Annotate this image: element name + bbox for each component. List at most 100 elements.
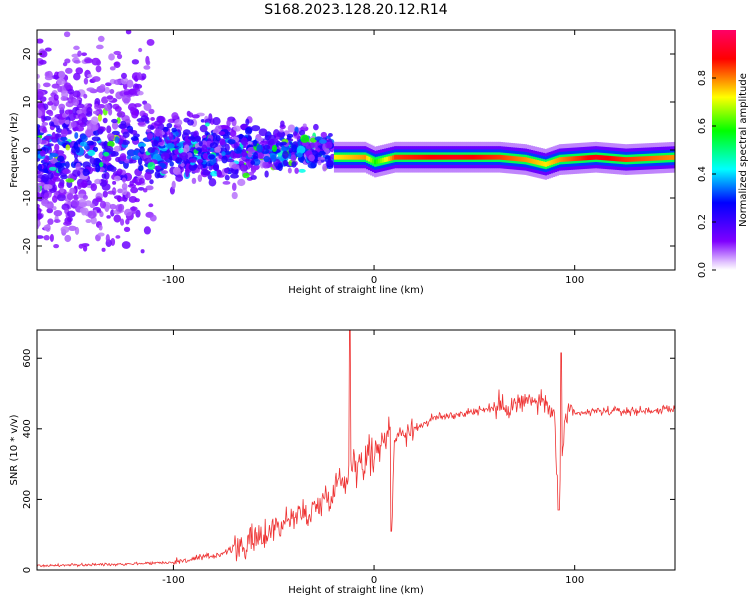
- ridge-core: [646, 156, 650, 161]
- spectral-blob: [187, 119, 194, 126]
- spectral-blob: [101, 173, 107, 179]
- spectral-blob: [137, 142, 147, 148]
- ridge-core: [654, 155, 658, 161]
- spectral-blob: [58, 70, 66, 79]
- spectral-blob: [187, 136, 196, 140]
- ridge-core: [556, 157, 560, 163]
- spectral-blob: [174, 149, 180, 155]
- spectrogram-y-ticks: -20 -10 0 10 20: [22, 48, 675, 254]
- spectral-blob: [113, 214, 122, 223]
- spectral-blob: [300, 134, 310, 143]
- spectral-blob: [53, 244, 60, 249]
- spectral-blob: [136, 72, 143, 81]
- ridge-core: [536, 160, 540, 165]
- spectral-blob: [209, 142, 218, 149]
- spectral-blob: [175, 174, 184, 182]
- ridge-core: [470, 154, 473, 160]
- ridge-core: [374, 159, 377, 165]
- ridge-core: [454, 154, 457, 160]
- spectral-blob: [215, 125, 222, 133]
- spectral-blob: [247, 140, 252, 145]
- spectral-blob: [102, 117, 108, 124]
- ridge-core: [672, 154, 675, 160]
- ridge-core: [532, 159, 536, 164]
- spectral-blob: [116, 117, 121, 124]
- spectral-blob: [160, 170, 169, 175]
- spectral-blob: [270, 154, 277, 163]
- ridge-core: [358, 154, 361, 160]
- spectral-blob: [96, 59, 102, 66]
- spectral-blob: [59, 187, 65, 194]
- spectral-blob: [44, 203, 51, 208]
- spectral-blob: [114, 106, 122, 112]
- ridge-core: [444, 154, 447, 160]
- spectral-blob: [81, 135, 88, 142]
- ridge-core: [582, 155, 586, 161]
- ridge-core: [349, 154, 353, 160]
- spectral-blob: [104, 86, 110, 94]
- spectral-blob: [248, 171, 255, 176]
- spectral-blob: [65, 67, 73, 74]
- ridge-core: [366, 155, 369, 161]
- spectral-blob: [56, 193, 66, 202]
- spectral-blob: [61, 112, 67, 118]
- spectral-blob: [316, 156, 325, 161]
- spectral-blob: [147, 146, 156, 153]
- spectral-blob: [57, 155, 65, 162]
- ridge-core: [638, 156, 642, 162]
- spectral-blob: [262, 144, 271, 150]
- spectral-blob: [242, 172, 250, 179]
- spectral-blob: [43, 184, 49, 191]
- ridge-core: [626, 157, 630, 162]
- spectral-blob: [280, 141, 287, 146]
- spectral-blob: [308, 154, 315, 162]
- ridge-core: [486, 154, 489, 160]
- snr-y-tick-label: 400: [22, 419, 33, 438]
- spectral-blob: [137, 90, 144, 96]
- spectral-blob: [224, 167, 230, 174]
- spectral-blob: [115, 235, 121, 239]
- spectral-blob: [57, 85, 63, 93]
- ridge-core: [410, 154, 413, 160]
- ridge-core: [634, 156, 638, 162]
- ridge-core: [604, 155, 608, 161]
- spectral-blob: [240, 164, 247, 172]
- ridge-core: [522, 157, 526, 162]
- ridge-core: [670, 154, 674, 160]
- ridge-core: [608, 155, 612, 161]
- spectral-blob: [135, 209, 141, 218]
- ridge-core: [548, 160, 552, 166]
- spectral-blob: [120, 77, 129, 85]
- ridge-core: [642, 156, 646, 162]
- ridge-core: [466, 154, 469, 160]
- ridge-core: [498, 154, 501, 160]
- spectral-blob: [127, 184, 137, 188]
- ridge-core: [566, 156, 570, 162]
- spectral-blob: [150, 117, 155, 121]
- spectral-blob: [43, 115, 52, 121]
- spectral-blob: [39, 150, 46, 157]
- spectral-blob: [113, 79, 122, 85]
- ridge-core: [508, 155, 511, 161]
- ridge-core: [339, 154, 343, 160]
- spectral-blob: [149, 179, 154, 185]
- ridge-core: [524, 157, 528, 162]
- spectral-blob: [37, 170, 41, 175]
- spectral-blob: [318, 139, 327, 144]
- ridge-core: [351, 154, 355, 160]
- spectral-blob: [182, 141, 192, 147]
- spectral-blob: [102, 190, 108, 198]
- spectral-blob: [124, 118, 131, 124]
- snr-frame: [36, 329, 676, 571]
- spectral-blob: [110, 150, 119, 157]
- spectral-blob: [146, 132, 153, 140]
- spectral-blob: [240, 137, 248, 146]
- spectral-blob: [106, 95, 114, 100]
- ridge-core: [564, 156, 568, 162]
- ridge-core: [632, 156, 636, 162]
- spectral-blob: [65, 161, 70, 169]
- spectral-blob: [37, 177, 42, 182]
- spectral-blob: [68, 225, 77, 231]
- spectral-blob: [129, 206, 138, 211]
- spectral-blob: [79, 141, 88, 147]
